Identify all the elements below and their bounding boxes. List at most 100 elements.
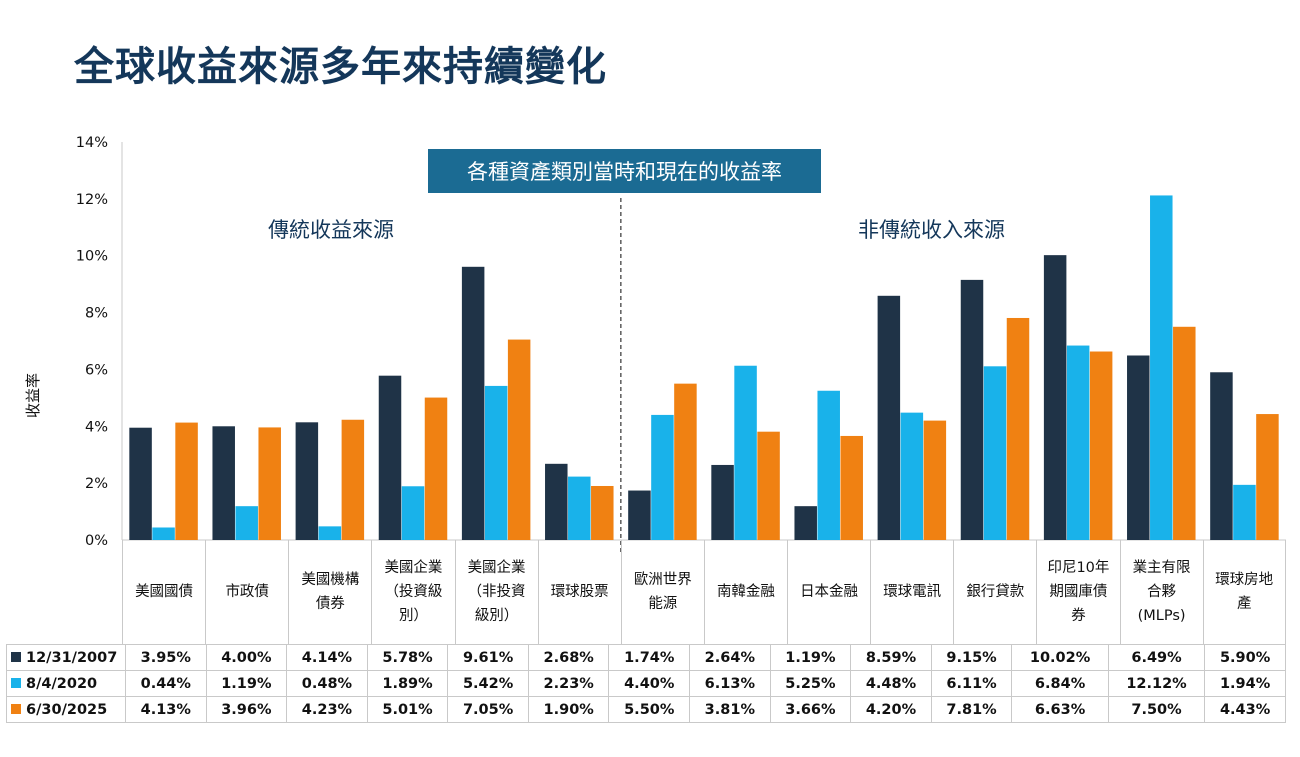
data-label: 5.78% — [366, 644, 449, 671]
data-label: 6.49% — [1107, 644, 1206, 671]
legend-entry: 6/30/2025 — [6, 696, 126, 723]
bar — [900, 412, 924, 540]
bar — [258, 427, 281, 540]
data-label: 0.48% — [286, 670, 368, 697]
bar — [378, 375, 402, 540]
data-label: 5.01% — [366, 696, 449, 723]
bar — [983, 366, 1007, 540]
category-label: 歐洲世界 能源 — [620, 540, 704, 644]
y-tick-label: 6% — [85, 362, 108, 378]
table-row: 6/30/2025 4.13% 3.96% 4.23% 5.01% 7.05% 1.90% 5… — [6, 696, 1286, 723]
y-tick-label: 2% — [85, 476, 108, 492]
data-label: 3.81% — [689, 696, 771, 723]
y-tick-label: 14% — [76, 135, 108, 151]
data-label: 0.44% — [125, 670, 207, 697]
category-label: 南韓金融 — [703, 540, 787, 644]
bar — [674, 383, 697, 540]
legend-label: 8/4/2020 — [26, 675, 98, 692]
data-label: 1.90% — [527, 696, 610, 723]
category-label: 業主有限 合夥 (MLPs) — [1119, 540, 1203, 644]
legend-swatch — [11, 651, 21, 662]
y-tick-label: 12% — [76, 192, 108, 208]
category-labels: 美國國債 市政債 美國機構 債券 美國企業 （投資級 別） 美國企業 （非投資 級別）環… — [122, 540, 1286, 644]
bar — [1256, 414, 1279, 540]
category-label: 環球房地 產 — [1202, 540, 1286, 644]
data-label: 5.25% — [769, 670, 852, 697]
data-label: 9.15% — [930, 644, 1013, 671]
bar — [461, 266, 485, 540]
legend-label: 6/30/2025 — [26, 701, 108, 718]
data-label: 2.64% — [689, 644, 771, 671]
data-label: 3.96% — [205, 696, 288, 723]
category-label: 印尼10年 期國庫債 券 — [1036, 540, 1119, 644]
group-label-non-traditional: 非傳統收入來源 — [858, 218, 1005, 242]
bar — [923, 420, 947, 540]
data-label: 7.50% — [1107, 696, 1206, 723]
y-tick-label: 4% — [85, 419, 108, 435]
data-label: 6.84% — [1011, 670, 1109, 697]
page-title: 全球收益來源多年來持續變化 — [74, 44, 607, 90]
bar — [175, 422, 198, 540]
data-label: 1.94% — [1204, 670, 1286, 697]
category-label: 銀行貸款 — [953, 540, 1036, 644]
bar — [1066, 345, 1090, 540]
y-tick-label: 10% — [76, 249, 108, 265]
data-label: 4.20% — [850, 696, 932, 723]
bar — [757, 431, 780, 540]
bar — [960, 279, 984, 540]
bar — [152, 527, 175, 540]
data-label: 2.23% — [527, 670, 610, 697]
bar — [1043, 255, 1067, 540]
data-label: 4.40% — [608, 670, 691, 697]
bar — [1089, 351, 1113, 540]
bar — [424, 397, 448, 540]
legend-entry: 12/31/2007 — [6, 644, 126, 671]
category-label: 市政債 — [205, 540, 288, 644]
data-label: 4.13% — [125, 696, 207, 723]
data-label: 4.43% — [1204, 696, 1286, 723]
y-axis-label: 收益率 — [24, 372, 42, 418]
bar — [568, 476, 591, 540]
data-label: 4.23% — [286, 696, 368, 723]
bar — [877, 295, 901, 540]
bar — [734, 365, 757, 540]
category-label: 美國國債 — [122, 540, 205, 644]
data-label: 9.61% — [447, 644, 529, 671]
data-label: 4.14% — [286, 644, 368, 671]
bar — [651, 414, 674, 540]
data-table: 12/31/2007 3.95% 4.00% 4.14% 5.78% 9.61% 2.68%… — [6, 644, 1286, 723]
data-label: 10.02% — [1011, 644, 1109, 671]
legend-swatch — [11, 703, 21, 714]
category-label: 美國企業 （非投資 級別） — [454, 540, 538, 644]
data-label: 1.19% — [769, 644, 852, 671]
data-label: 1.19% — [205, 670, 288, 697]
bar — [794, 506, 817, 540]
bar — [295, 422, 319, 540]
bar — [545, 463, 568, 540]
table-row: 8/4/2020 0.44% 1.19% 0.48% 1.89% 5.42% 2.23% 4.… — [6, 670, 1286, 697]
legend-swatch — [11, 677, 21, 688]
data-label: 2.68% — [527, 644, 610, 671]
bar — [401, 486, 425, 540]
category-label: 美國企業 （投資級 別） — [371, 540, 454, 644]
bar — [1006, 317, 1030, 540]
data-label: 8.59% — [850, 644, 932, 671]
bar — [628, 490, 651, 540]
category-label: 環球股票 — [537, 540, 621, 644]
data-label: 6.63% — [1011, 696, 1109, 723]
bar — [341, 419, 365, 540]
data-label: 5.50% — [608, 696, 691, 723]
bar — [1127, 355, 1150, 540]
data-label: 4.00% — [205, 644, 288, 671]
bar — [318, 526, 342, 540]
legend-entry: 8/4/2020 — [6, 670, 126, 697]
data-label: 4.48% — [850, 670, 932, 697]
data-label: 7.05% — [447, 696, 529, 723]
bar — [817, 390, 840, 540]
bar — [1173, 326, 1196, 540]
data-label: 5.90% — [1204, 644, 1286, 671]
data-label: 1.74% — [608, 644, 691, 671]
bar — [840, 435, 863, 540]
bar — [129, 427, 152, 540]
